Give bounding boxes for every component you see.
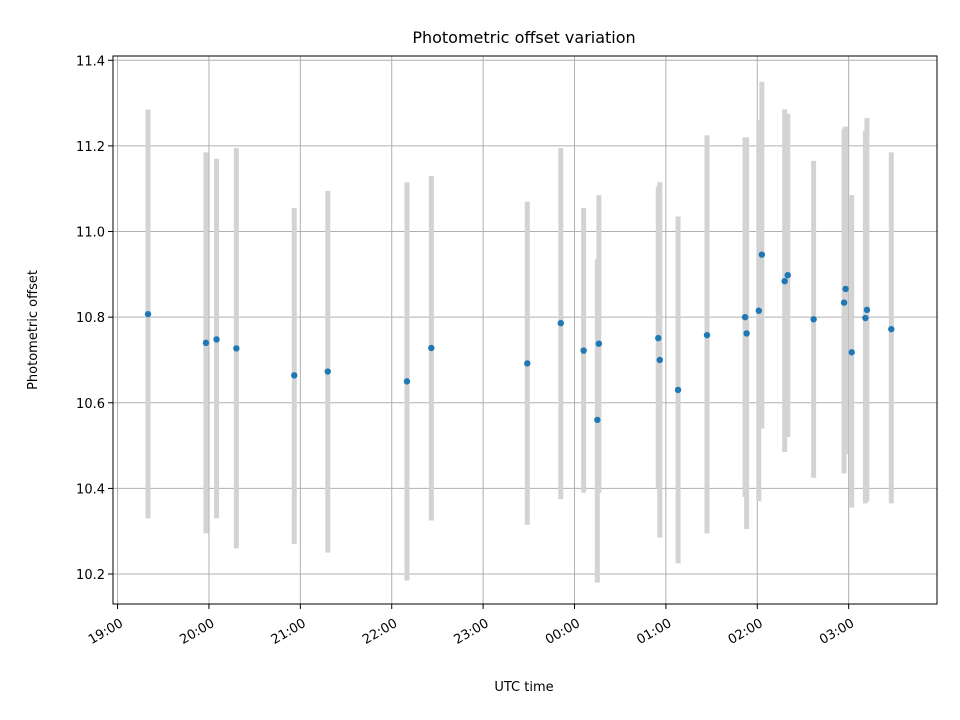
data-points bbox=[144, 251, 895, 424]
y-tick-label: 11.4 bbox=[76, 54, 105, 69]
data-point bbox=[888, 325, 895, 333]
data-point bbox=[743, 330, 750, 337]
y-axis-label: Photometric offset bbox=[26, 270, 41, 390]
data-point bbox=[784, 272, 791, 279]
y-tick-label: 10.2 bbox=[76, 568, 105, 583]
data-point bbox=[557, 319, 564, 327]
data-point bbox=[656, 356, 663, 364]
x-tick-label: 19:00 bbox=[86, 616, 126, 648]
x-axis-ticks: 19:00 20:00 21:00 22:00 23:00 00:00 01:00 02:00… bbox=[86, 604, 857, 648]
data-point bbox=[741, 313, 749, 321]
data-point bbox=[580, 347, 587, 354]
data-point bbox=[594, 416, 601, 424]
data-point bbox=[781, 277, 788, 285]
data-point bbox=[842, 285, 849, 293]
x-tick-label: 01:00 bbox=[634, 616, 674, 648]
data-point bbox=[758, 251, 766, 258]
data-point bbox=[202, 339, 210, 347]
x-tick-label: 03:00 bbox=[817, 616, 857, 648]
y-tick-label: 10.4 bbox=[76, 482, 105, 497]
plot-frame bbox=[112, 55, 938, 605]
y-tick-label: 11.2 bbox=[76, 140, 105, 155]
y-tick-label: 10.8 bbox=[76, 311, 105, 326]
x-tick-label: 20:00 bbox=[177, 616, 217, 648]
data-point bbox=[863, 306, 871, 314]
data-point bbox=[755, 307, 762, 314]
data-point bbox=[324, 368, 331, 375]
x-tick-label: 02:00 bbox=[726, 616, 766, 648]
data-point bbox=[703, 331, 711, 339]
error-bars bbox=[145, 81, 894, 583]
data-point bbox=[848, 349, 855, 356]
data-point bbox=[655, 334, 662, 342]
x-tick-label: 22:00 bbox=[360, 616, 400, 648]
data-point bbox=[403, 378, 411, 385]
y-axis-ticks: 10.2 10.4 10.6 10.8 11.0 11.2 11.4 bbox=[76, 54, 113, 583]
data-point bbox=[674, 386, 682, 394]
x-axis-label: UTC time bbox=[494, 680, 553, 695]
data-point bbox=[840, 299, 848, 306]
data-point bbox=[595, 340, 603, 347]
x-tick-label: 00:00 bbox=[543, 616, 583, 648]
y-tick-label: 10.6 bbox=[76, 397, 105, 412]
x-tick-label: 23:00 bbox=[452, 616, 492, 648]
x-tick-label: 21:00 bbox=[269, 616, 309, 648]
data-point bbox=[213, 336, 220, 343]
data-point bbox=[144, 310, 152, 318]
data-point bbox=[862, 314, 869, 322]
chart-title: Photometric offset variation bbox=[412, 28, 635, 47]
data-point bbox=[291, 372, 298, 379]
data-point bbox=[810, 316, 817, 323]
data-point bbox=[428, 344, 435, 352]
data-point bbox=[524, 360, 531, 367]
y-tick-label: 11.0 bbox=[76, 226, 105, 241]
data-point bbox=[233, 345, 240, 352]
